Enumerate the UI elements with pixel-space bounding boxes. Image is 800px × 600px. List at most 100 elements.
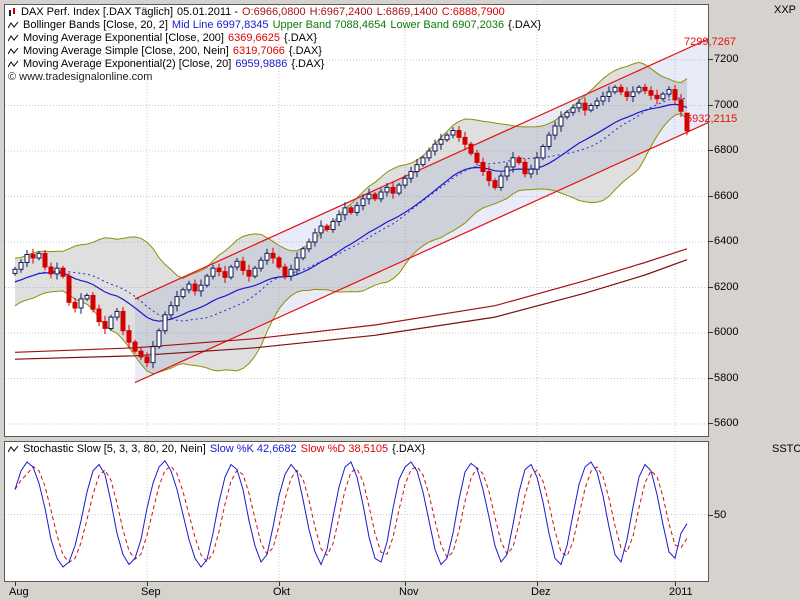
stochastic-panel[interactable]: Stochastic Slow [5, 3, 3, 80, 20, Nein] S… <box>4 441 709 582</box>
price-chart-canvas[interactable] <box>5 5 708 436</box>
legend-high: H:6967,2400 <box>309 6 373 18</box>
candle-body <box>678 99 684 112</box>
candle-body <box>552 125 558 136</box>
candle-body <box>222 271 228 278</box>
channel-lower-trendline <box>134 122 708 384</box>
candle-body <box>498 175 504 188</box>
trend-channel-fill <box>135 39 708 383</box>
stoch-y-axis-label: 50 <box>714 508 727 521</box>
candle-body <box>516 157 522 163</box>
candles <box>12 83 690 369</box>
candle-body <box>258 259 264 269</box>
candle-body <box>294 257 300 270</box>
candle-body <box>522 161 528 175</box>
candle-body <box>324 225 330 231</box>
stoch-k-value: Slow %K 42,6682 <box>209 443 297 455</box>
axis-tick <box>279 582 280 586</box>
y-axis-label: 5600 <box>714 417 739 429</box>
bollinger-lower-value: Lower Band 6907,2036 <box>390 19 505 31</box>
candle-body <box>282 266 288 277</box>
legend-row-stochastic: Stochastic Slow [5, 3, 3, 80, 20, Nein] S… <box>8 443 429 456</box>
line-icon <box>8 60 19 69</box>
x-axis-label: Dez <box>531 586 551 598</box>
candle-body <box>216 267 222 273</box>
sma200-symbol: {.DAX} <box>288 45 322 57</box>
legend-row-ema20: Moving Average Exponential(2) [Close, 20… <box>8 58 545 71</box>
stoch-k-line <box>14 459 688 568</box>
stochastic-canvas[interactable] <box>5 442 708 581</box>
legend-row-instrument: DAX Perf. Index [.DAX Täglich] 05.01.2011… <box>8 6 545 19</box>
candle-body <box>300 248 306 259</box>
candle-body <box>540 146 546 159</box>
candle-body <box>108 316 114 330</box>
candle-body <box>192 283 198 292</box>
candle-body <box>42 252 48 268</box>
candle-body <box>432 143 438 152</box>
candle-body <box>60 267 66 277</box>
channel-lower-value-label: 6932,2115 <box>686 113 738 125</box>
price-chart-panel[interactable]: DAX Perf. Index [.DAX Täglich] 05.01.2011… <box>4 4 709 437</box>
candle-body <box>636 86 642 93</box>
channel-upper-value-label: 7299,7267 <box>684 36 736 48</box>
candle-body <box>372 193 378 200</box>
candle-body <box>564 111 570 118</box>
candle-body <box>132 341 138 352</box>
candle-body <box>150 346 156 364</box>
stoch-d-line <box>14 465 688 564</box>
candle-body <box>660 93 666 100</box>
candle-body <box>600 95 606 102</box>
candle-body <box>480 161 486 172</box>
ema200-name: Moving Average Exponential [Close, 200] <box>23 32 224 44</box>
stochastic-symbol: {.DAX} <box>392 443 426 455</box>
candle-body <box>648 90 654 96</box>
ema20-name: Moving Average Exponential(2) [Close, 20… <box>23 58 232 70</box>
stochastic-name: Stochastic Slow [5, 3, 3, 80, 20, Nein] <box>23 443 206 455</box>
axis-tick <box>708 332 713 333</box>
ema20-symbol: {.DAX} <box>291 58 325 70</box>
axis-tick <box>708 150 713 151</box>
candle-body <box>276 257 282 268</box>
watermark: © www.tradesignalonline.com <box>8 71 153 83</box>
candle-body <box>72 301 78 309</box>
candle-body <box>66 275 72 303</box>
candle-body <box>402 177 408 186</box>
x-axis-label: 2011 <box>669 586 693 598</box>
candle-body <box>570 107 576 113</box>
candle-body <box>486 171 492 182</box>
bollinger-mid-value: Mid Line 6997,8345 <box>171 19 269 31</box>
candle-body <box>168 305 174 316</box>
candle-body <box>96 308 102 323</box>
axis-tick <box>675 582 676 586</box>
candle-body <box>588 105 594 111</box>
bollinger-lower-line <box>14 113 688 375</box>
candle-body <box>666 89 672 95</box>
candle-body <box>336 214 342 222</box>
candle-body <box>510 157 516 168</box>
candle-body <box>504 166 510 177</box>
axis-tick <box>708 241 713 242</box>
line-icon <box>8 47 19 56</box>
candle-body <box>612 86 618 93</box>
candle-body <box>12 268 18 274</box>
candle-body <box>210 267 216 277</box>
candle-body <box>618 86 624 93</box>
candle-body <box>642 86 648 92</box>
candle-body <box>414 164 420 172</box>
candle-body <box>36 252 42 259</box>
ema20-line <box>14 103 688 322</box>
candle-body <box>330 221 336 230</box>
candle-body <box>204 275 210 286</box>
candle-body <box>528 168 534 175</box>
legend-row-ema200: Moving Average Exponential [Close, 200] 6… <box>8 32 545 45</box>
candle-body <box>246 269 252 277</box>
candle-body <box>546 134 552 148</box>
y-axis-label: 7200 <box>714 53 739 65</box>
candle-body <box>174 296 180 307</box>
legend-date: 05.01.2011 - <box>177 6 238 18</box>
candle-body <box>396 184 402 194</box>
axis-tick <box>708 59 713 60</box>
candle-body <box>426 150 432 159</box>
candle-body <box>456 130 462 138</box>
candle-body <box>492 180 498 188</box>
